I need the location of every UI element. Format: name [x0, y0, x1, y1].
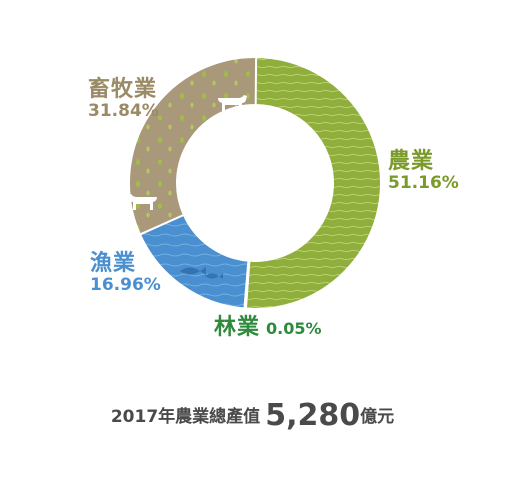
fish-icon — [180, 267, 206, 275]
total-value: 5,280 — [265, 398, 361, 433]
category-percent: 51.16% — [388, 173, 459, 194]
category-percent: 16.96% — [90, 275, 161, 296]
total-unit: 億元 — [360, 407, 395, 427]
label-fishery: 漁業 16.96% — [90, 251, 161, 296]
fish-icon — [205, 273, 223, 279]
category-name: 林業 — [214, 315, 261, 340]
category-name: 畜牧業 — [88, 77, 158, 102]
cow-icon — [128, 194, 157, 210]
donut-slices — [128, 55, 382, 310]
slice-agriculture — [244, 55, 382, 310]
label-agriculture: 農業 51.16% — [388, 149, 459, 194]
label-livestock: 畜牧業 31.84% — [88, 77, 159, 122]
category-name: 農業 — [388, 149, 435, 174]
category-percent: 0.05% — [266, 319, 322, 338]
cow-icon — [218, 95, 247, 111]
decorations — [128, 95, 247, 279]
category-percent: 31.84% — [88, 101, 159, 122]
category-name: 漁業 — [90, 251, 137, 276]
total-output: 2017年農業總產值 5,280億元 — [0, 398, 505, 433]
total-caption: 2017年農業總產值 — [110, 407, 261, 427]
label-forestry: 林業 0.05% — [214, 315, 322, 340]
